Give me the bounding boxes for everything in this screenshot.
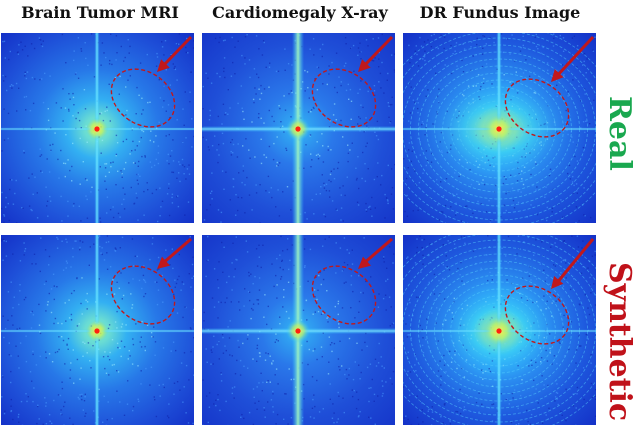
red-arrow-icon — [157, 35, 193, 72]
red-arrow-icon — [551, 35, 595, 82]
column-title-dr-fundus: DR Fundus Image — [419, 3, 581, 22]
dashed-ellipse-marker — [504, 285, 570, 345]
panel-synthetic-cardiomegaly-xray — [202, 235, 395, 425]
column-title-cardiomegaly-xray: Cardiomegaly X-ray — [212, 3, 388, 22]
panel-synthetic-brain-mri — [1, 235, 194, 425]
spectrum-center-peak — [496, 126, 502, 132]
panel-real-dr-fundus — [403, 33, 596, 223]
spectrum-center-peak — [94, 126, 100, 132]
red-arrow-icon — [157, 237, 192, 269]
spectrum-center-peak — [94, 328, 100, 334]
spectrum-speckle — [202, 235, 395, 425]
dashed-ellipse-marker — [311, 68, 377, 128]
spectrum-center-peak — [295, 126, 301, 132]
row-label-synthetic: Synthetic — [602, 262, 636, 422]
red-arrow-icon — [358, 237, 393, 269]
panel-real-cardiomegaly-xray — [202, 33, 395, 223]
dashed-ellipse-marker — [504, 78, 570, 138]
column-title-brain-mri: Brain Tumor MRI — [21, 3, 179, 22]
spectrum-center-peak — [496, 328, 502, 334]
red-arrow-icon — [551, 238, 595, 289]
row-label-real: Real — [602, 96, 636, 171]
spectrum-center-peak — [295, 328, 301, 334]
panel-real-brain-mri — [1, 33, 194, 223]
red-arrow-icon — [358, 35, 394, 72]
panel-synthetic-dr-fundus — [403, 235, 596, 425]
dashed-ellipse-marker — [110, 68, 176, 128]
dashed-ellipse-marker — [311, 265, 377, 325]
dashed-ellipse-marker — [110, 265, 176, 325]
spectrum-speckle — [1, 235, 194, 425]
